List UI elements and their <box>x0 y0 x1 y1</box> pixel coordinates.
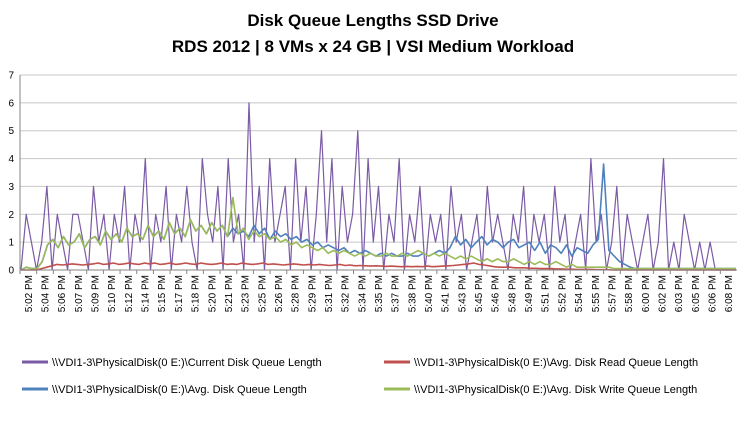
y-tick-label: 6 <box>8 98 14 109</box>
x-tick-label: 5:20 PM <box>207 275 218 312</box>
x-tick-label: 5:38 PM <box>407 275 418 312</box>
x-tick-label: 5:49 PM <box>524 275 535 312</box>
gridlines <box>20 74 737 243</box>
x-tick-label: 5:35 PM <box>374 275 385 312</box>
x-tick-label: 5:28 PM <box>291 275 302 312</box>
x-tick-label: 5:02 PM <box>24 275 35 312</box>
x-tick-label: 6:02 PM <box>658 275 669 312</box>
x-tick-label: 5:34 PM <box>357 275 368 312</box>
x-tick-label: 5:23 PM <box>241 275 252 312</box>
x-tick-label: 5:48 PM <box>507 275 518 312</box>
y-tick-label: 2 <box>8 210 14 221</box>
legend-label-3: \\VDI1-3\PhysicalDisk(0 E:)\Avg. Disk Qu… <box>52 384 307 396</box>
y-tick-label: 3 <box>8 182 14 193</box>
x-tick-label: 5:31 PM <box>324 275 335 312</box>
x-tick-label: 5:15 PM <box>157 275 168 312</box>
series-line-4 <box>20 196 736 271</box>
x-tick-label: 5:45 PM <box>474 275 485 312</box>
x-tick-label: 5:26 PM <box>274 275 285 312</box>
series-line-1 <box>20 102 736 271</box>
x-tick-label: 5:41 PM <box>441 275 452 312</box>
x-tick-label: 6:05 PM <box>691 275 702 312</box>
x-tick-label: 5:58 PM <box>624 275 635 312</box>
chart-title: Disk Queue Lengths SSD Drive <box>247 11 498 30</box>
x-tick-label: 5:55 PM <box>591 275 602 312</box>
x-tick-label: 5:07 PM <box>74 275 85 312</box>
x-tick-label: 5:29 PM <box>307 275 318 312</box>
legend: \\VDI1-3\PhysicalDisk(0 E:)\Current Disk… <box>22 357 698 396</box>
x-tick-label: 5:17 PM <box>174 275 185 312</box>
x-tick-label: 6:03 PM <box>674 275 685 312</box>
x-tick-label: 5:37 PM <box>391 275 402 312</box>
x-tick-label: 5:40 PM <box>424 275 435 312</box>
x-tick-label: 5:06 PM <box>57 275 68 312</box>
x-tick-label: 5:04 PM <box>41 275 52 312</box>
y-tick-label: 5 <box>8 126 14 137</box>
x-tick-label: 5:43 PM <box>457 275 468 312</box>
x-tick-label: 5:18 PM <box>191 275 202 312</box>
x-tick-label: 6:06 PM <box>708 275 719 312</box>
y-axis-ticks: 0 1 2 3 4 5 6 7 <box>8 71 14 277</box>
x-tick-label: 5:25 PM <box>257 275 268 312</box>
x-tick-label: 5:14 PM <box>141 275 152 312</box>
x-tick-label: 5:52 PM <box>557 275 568 312</box>
x-tick-label: 5:57 PM <box>607 275 618 312</box>
legend-label-1: \\VDI1-3\PhysicalDisk(0 E:)\Current Disk… <box>52 357 322 369</box>
x-tick-label: 5:54 PM <box>574 275 585 312</box>
y-tick-label: 0 <box>8 266 14 277</box>
legend-label-4: \\VDI1-3\PhysicalDisk(0 E:)\Avg. Disk Wr… <box>414 384 697 396</box>
x-tick-label: 6:08 PM <box>724 275 735 312</box>
x-tick-label: 5:51 PM <box>541 275 552 312</box>
x-tick-label: 5:09 PM <box>91 275 102 312</box>
x-tick-label: 5:46 PM <box>491 275 502 312</box>
x-tick-label: 5:10 PM <box>107 275 118 312</box>
x-tick-label: 6:00 PM <box>641 275 652 312</box>
x-tick-label: 5:12 PM <box>124 275 135 312</box>
y-tick-label: 1 <box>8 238 14 249</box>
x-tick-label: 5:32 PM <box>341 275 352 312</box>
axes <box>19 75 737 271</box>
x-tick-label: 5:21 PM <box>224 275 235 312</box>
y-tick-label: 4 <box>8 154 14 165</box>
y-tick-label: 7 <box>8 71 14 82</box>
chart-subtitle: RDS 2012 | 8 VMs x 24 GB | VSI Medium Wo… <box>172 37 574 56</box>
legend-label-2: \\VDI1-3\PhysicalDisk(0 E:)\Avg. Disk Re… <box>414 357 698 369</box>
x-axis-ticks: 5:02 PM 5:04 PM 5:06 PM 5:07 PM 5:09 PM 5:10 … <box>19 270 735 312</box>
